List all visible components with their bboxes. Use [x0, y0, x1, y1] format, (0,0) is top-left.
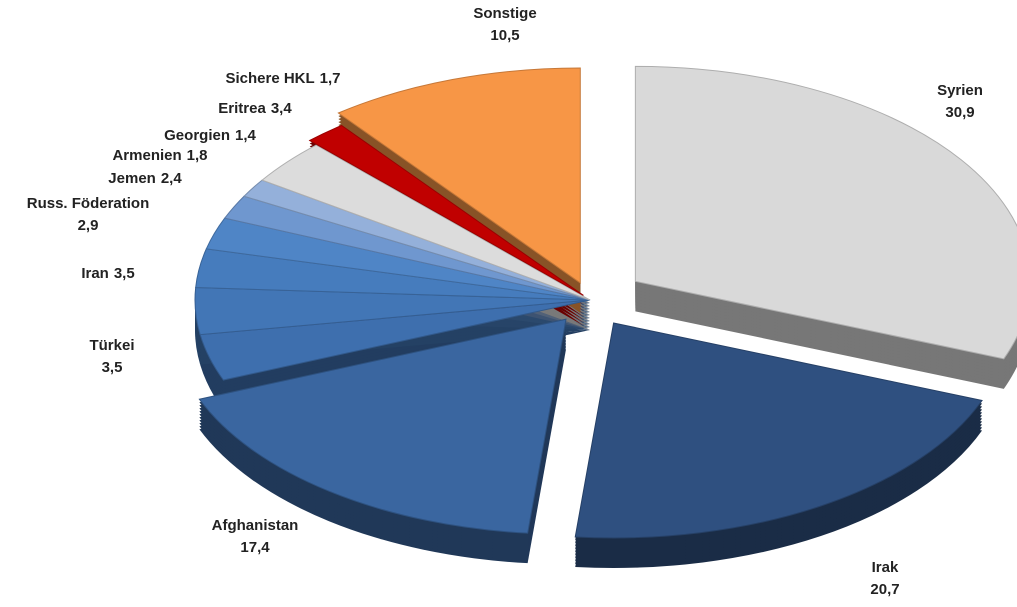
data-label: Irak 20,7 [870, 559, 899, 598]
data-label: Eritrea 3,4 [218, 100, 292, 117]
label-name: Iran [81, 265, 109, 282]
label-value: 2,9 [78, 217, 99, 234]
label-name: Georgien [164, 127, 230, 144]
data-label: Iran 3,5 [81, 265, 134, 282]
label-value: 1,7 [320, 70, 341, 87]
label-name: Irak [872, 559, 899, 576]
label-value: 3,5 [102, 359, 123, 376]
slice [308, 124, 584, 296]
label-name: Jemen [108, 170, 156, 187]
label-name: Syrien [937, 82, 983, 99]
data-label: Jemen 2,4 [108, 170, 182, 187]
slice [261, 144, 591, 301]
label-value: 2,4 [161, 170, 183, 187]
label-name: Sichere HKL [225, 70, 314, 87]
label-name: Eritrea [218, 100, 266, 117]
label-value: 1,4 [235, 127, 257, 144]
label-value: 17,4 [240, 539, 270, 556]
data-label: Georgien 1,4 [164, 127, 256, 144]
label-value: 3,4 [271, 100, 293, 117]
label-name: Armenien [112, 147, 181, 164]
label-value: 10,5 [490, 27, 519, 44]
data-label: Russ. Föderation 2,9 [27, 195, 150, 234]
slice-tops [194, 65, 1017, 539]
slice [574, 322, 983, 539]
slice [198, 318, 567, 534]
data-label: Sichere HKL 1,7 [225, 70, 340, 87]
data-label: Afghanistan 17,4 [212, 517, 299, 556]
label-value: 20,7 [870, 581, 899, 598]
label-name: Türkei [89, 337, 134, 354]
data-label: Syrien 30,9 [937, 82, 983, 121]
data-label: Sonstige 10,5 [473, 5, 536, 44]
label-name: Sonstige [473, 5, 536, 22]
label-value: 1,8 [187, 147, 208, 164]
data-label: Armenien 1,8 [112, 147, 207, 164]
label-name: Russ. Föderation [27, 195, 150, 212]
slice [634, 65, 1017, 360]
label-value: 30,9 [945, 104, 974, 121]
label-value: 3,5 [114, 265, 135, 282]
slice [337, 67, 581, 284]
data-label: Türkei 3,5 [89, 337, 134, 376]
label-name: Afghanistan [212, 517, 299, 534]
